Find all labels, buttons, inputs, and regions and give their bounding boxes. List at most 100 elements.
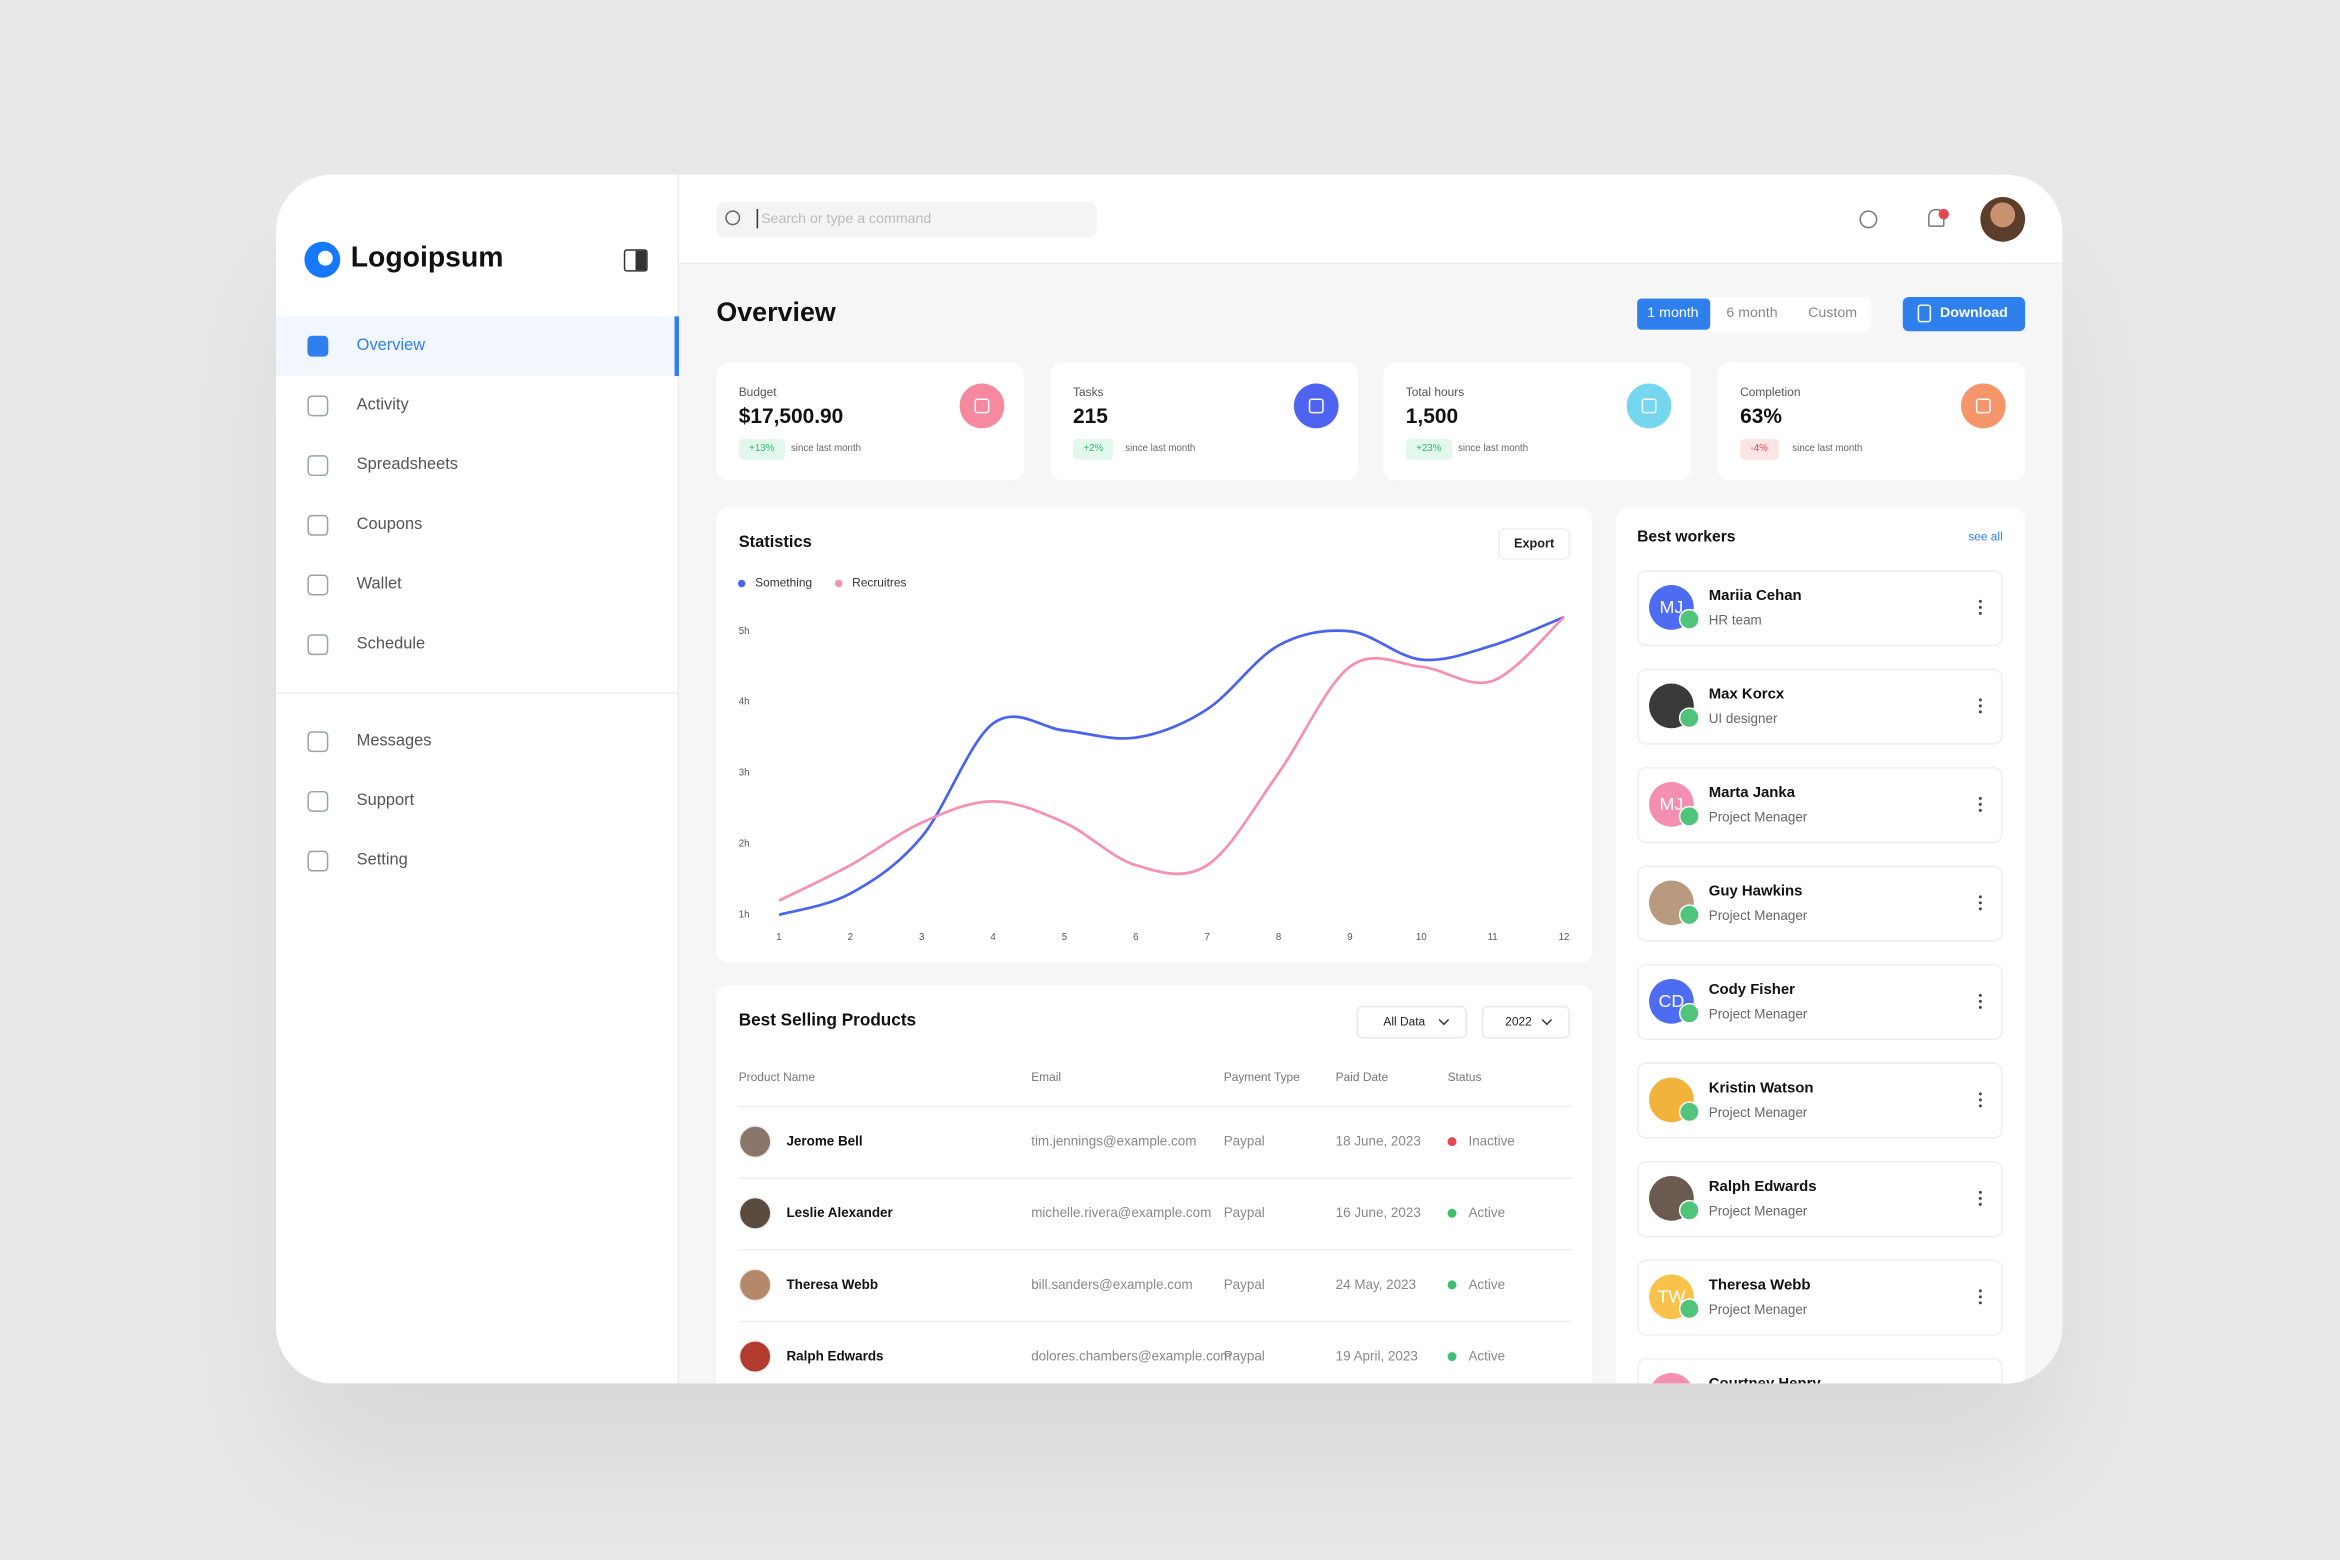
status: Inactive	[1468, 1133, 1515, 1149]
nav-icon	[307, 790, 329, 812]
column-header: Paid Date	[1335, 1070, 1389, 1084]
worker-badge	[1678, 1199, 1700, 1221]
nav-item[interactable]: Support	[356, 791, 415, 810]
worker-card	[1637, 1358, 2003, 1384]
worker-card	[1637, 570, 2003, 647]
stat-change: +2%	[1072, 438, 1114, 460]
notification-dot	[1937, 208, 1949, 219]
worker-name: Max Korcx	[1708, 686, 1785, 703]
filter-label[interactable]: All Data	[1383, 1015, 1426, 1029]
stat-note: since last month	[1458, 443, 1529, 454]
status-dot	[1447, 1280, 1457, 1290]
worker-card	[1637, 1161, 2003, 1238]
collapse-icon[interactable]	[623, 249, 648, 272]
worker-name: Guy Hawkins	[1708, 883, 1803, 900]
status-dot	[1447, 1352, 1457, 1362]
user-avatar[interactable]	[1980, 196, 2026, 242]
nav-item[interactable]: Activity	[356, 396, 409, 414]
download-icon	[1917, 304, 1932, 323]
worker-card	[1637, 964, 2003, 1041]
workers-panel	[1616, 507, 2026, 1384]
stat-label: Total hours	[1405, 385, 1465, 399]
download-label[interactable]: Download	[1940, 304, 2008, 322]
header-border	[679, 262, 2063, 265]
worker-badge	[1679, 1397, 1700, 1418]
product-avatar	[738, 1340, 772, 1373]
legend-label: Something	[755, 576, 812, 590]
stat-value: 215	[1072, 403, 1108, 428]
worker-initials: CD	[1658, 990, 1685, 1012]
nav-item[interactable]: Coupons	[356, 515, 423, 534]
stat-icon	[959, 383, 1005, 429]
worker-card	[1637, 668, 2003, 745]
product-email: michelle.rivera@example.com	[1031, 1205, 1212, 1221]
product-name: Jerome Bell	[786, 1133, 863, 1149]
download-button[interactable]	[1902, 296, 2026, 332]
filter-dropdown[interactable]	[1356, 1005, 1467, 1039]
settings-icon[interactable]	[1859, 210, 1878, 229]
worker-card	[1637, 865, 2003, 942]
more-dot	[1978, 1300, 1983, 1305]
nav-item[interactable]: Overview	[356, 336, 426, 355]
worker-name: Theresa Webb	[1708, 1277, 1811, 1294]
more-dot	[1978, 697, 1983, 702]
worker-card	[1637, 767, 2003, 844]
search-icon	[725, 210, 741, 226]
series-line	[778, 615, 1565, 917]
more-dot	[1978, 1190, 1983, 1195]
product-email: bill.sanders@example.com	[1031, 1276, 1193, 1292]
nav-item[interactable]: Spreadsheets	[356, 455, 458, 474]
more-dot	[1978, 993, 1983, 998]
nav-item[interactable]: Setting	[356, 851, 408, 870]
more-dot	[1978, 900, 1983, 905]
nav-icon	[307, 455, 329, 477]
y-tick-label: 3h	[739, 768, 750, 779]
x-tick-label: 5	[1062, 932, 1067, 943]
x-tick-label: 4	[990, 932, 996, 943]
stat-icon	[1293, 383, 1339, 429]
status-dot	[1447, 1137, 1457, 1147]
nav-icon	[307, 335, 329, 357]
worker-role: Project Menager	[1708, 809, 1808, 825]
more-dot	[1978, 906, 1983, 911]
more-dot	[1978, 599, 1983, 604]
period-tab[interactable]: 6 month	[1726, 304, 1778, 322]
export-label[interactable]: Export	[1514, 535, 1555, 551]
worker-role: Project Menager	[1708, 908, 1808, 924]
stat-note: since last month	[1792, 443, 1863, 454]
nav-icon	[307, 514, 329, 536]
export-button[interactable]	[1498, 528, 1570, 560]
more-dot	[1978, 1103, 1983, 1108]
worker-initials: MJ	[1659, 596, 1684, 618]
more-dot	[1978, 1387, 1982, 1391]
filter-dropdown[interactable]	[1481, 1005, 1570, 1039]
see-all-link[interactable]: see all	[1968, 530, 2003, 544]
nav-item[interactable]: Wallet	[356, 575, 402, 594]
worker-badge	[1678, 805, 1700, 827]
period-tab[interactable]: Custom	[1808, 304, 1858, 322]
series-line	[778, 616, 1565, 902]
search-placeholder: Search or type a command	[761, 210, 932, 228]
products-title: Best Selling Products	[738, 1011, 917, 1030]
status: Active	[1468, 1205, 1506, 1221]
search-box[interactable]	[716, 201, 1097, 238]
filter-label[interactable]: 2022	[1505, 1015, 1532, 1029]
worker-badge	[1678, 1298, 1700, 1320]
product-name: Ralph Edwards	[786, 1348, 884, 1364]
brand-name: Logoipsum	[350, 242, 504, 274]
worker-card	[1637, 1259, 2003, 1336]
nav-item[interactable]: Messages	[356, 731, 432, 750]
more-dot	[1978, 1393, 1982, 1397]
x-tick-label: 6	[1133, 932, 1138, 943]
stat-change: +23%	[1405, 438, 1452, 460]
period-tab[interactable]: 1 month	[1647, 304, 1699, 322]
worker-role: Project Menager	[1708, 1302, 1808, 1318]
more-dot	[1978, 808, 1983, 813]
nav-item[interactable]: Schedule	[356, 634, 426, 653]
stat-icon	[1626, 383, 1672, 429]
more-dot	[1978, 1294, 1983, 1299]
worker-role: Project Menager	[1708, 1400, 1808, 1416]
paid-date: 16 June, 2023	[1335, 1205, 1421, 1221]
